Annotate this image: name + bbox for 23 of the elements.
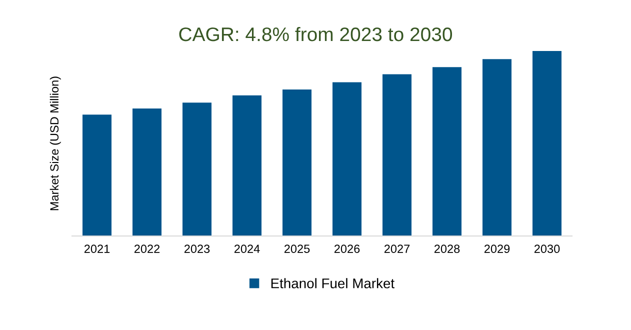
x-tick-label: 2028	[434, 244, 460, 254]
x-tick-label: 2029	[484, 244, 510, 254]
x-tick-label: 2024	[234, 244, 260, 254]
bar	[482, 59, 512, 236]
bar	[82, 114, 112, 236]
legend-label: Ethanol Fuel Market	[271, 278, 394, 288]
bar	[532, 51, 562, 236]
x-tick-label: 2027	[384, 244, 410, 254]
x-tick-label: 2030	[534, 244, 560, 254]
bar	[432, 67, 462, 236]
x-tick-label: 2021	[84, 244, 110, 254]
x-tick-label: 2025	[284, 244, 310, 254]
y-axis-title: Market Size (USD Million)	[50, 76, 61, 210]
chart-title: CAGR: 4.8% from 2023 to 2030	[179, 26, 452, 42]
bar	[182, 102, 212, 236]
x-tick-label: 2026	[334, 244, 360, 254]
bar	[332, 82, 362, 236]
bar	[382, 74, 412, 236]
x-tick-label: 2023	[184, 244, 210, 254]
bar	[132, 108, 162, 236]
bar	[282, 89, 312, 236]
bar	[232, 95, 262, 236]
x-tick-label: 2022	[134, 244, 160, 254]
